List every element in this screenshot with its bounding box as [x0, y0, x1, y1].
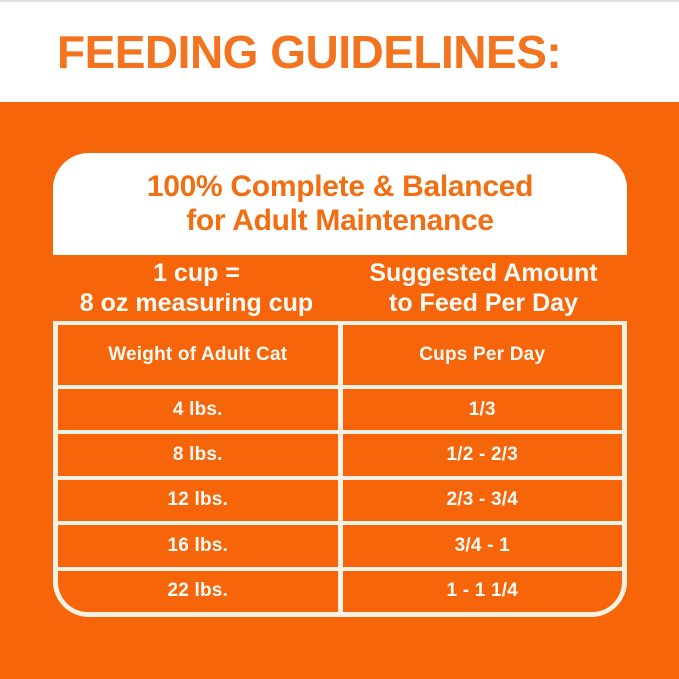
weight-cell: 22 lbs.: [58, 570, 338, 612]
subheader-band: 1 cup = 8 oz measuring cup Suggested Amo…: [53, 255, 627, 321]
table-row: 4 lbs. 1/3: [58, 389, 622, 431]
table-row: 22 lbs. 1 - 1 1/4: [58, 570, 622, 612]
suggested-amount-note: Suggested Amount to Feed Per Day: [340, 255, 627, 321]
cups-cell: 1/2 - 2/3: [342, 434, 622, 476]
panel-heading-line1: 100% Complete & Balanced: [146, 170, 534, 203]
guidelines-panel: 100% Complete & Balanced for Adult Maint…: [53, 153, 627, 617]
orange-background: 100% Complete & Balanced for Adult Maint…: [0, 102, 679, 679]
title-band: FEEDING GUIDELINES:: [0, 2, 679, 102]
weight-cell: 12 lbs.: [58, 479, 338, 522]
table-row: 16 lbs. 3/4 - 1: [58, 525, 622, 567]
page-title: FEEDING GUIDELINES:: [57, 26, 562, 78]
table-row: 12 lbs. 2/3 - 3/4: [58, 479, 622, 522]
panel-heading: 100% Complete & Balanced for Adult Maint…: [53, 153, 627, 255]
weight-cell: 8 lbs.: [58, 434, 338, 476]
cups-cell: 1/3: [342, 389, 622, 431]
column-header-cups: Cups Per Day: [342, 325, 622, 386]
suggested-amount-line2: to Feed Per Day: [389, 289, 578, 317]
cups-cell: 2/3 - 3/4: [342, 479, 622, 522]
cup-measure-note: 1 cup = 8 oz measuring cup: [53, 255, 340, 321]
weight-cell: 4 lbs.: [58, 389, 338, 431]
column-header-weight: Weight of Adult Cat: [58, 325, 338, 386]
feeding-table: Weight of Adult Cat Cups Per Day 4 lbs. …: [53, 321, 627, 617]
image-top-border: [0, 0, 679, 2]
table-row: 8 lbs. 1/2 - 2/3: [58, 434, 622, 476]
cups-cell: 3/4 - 1: [342, 525, 622, 567]
cup-measure-line1: 1 cup =: [153, 259, 240, 287]
panel-heading-line2: for Adult Maintenance: [186, 204, 494, 237]
cups-cell: 1 - 1 1/4: [342, 570, 622, 612]
cup-measure-line2: 8 oz measuring cup: [79, 289, 314, 317]
table-header-row: Weight of Adult Cat Cups Per Day: [58, 325, 622, 386]
suggested-amount-line1: Suggested Amount: [369, 259, 598, 287]
weight-cell: 16 lbs.: [58, 525, 338, 567]
